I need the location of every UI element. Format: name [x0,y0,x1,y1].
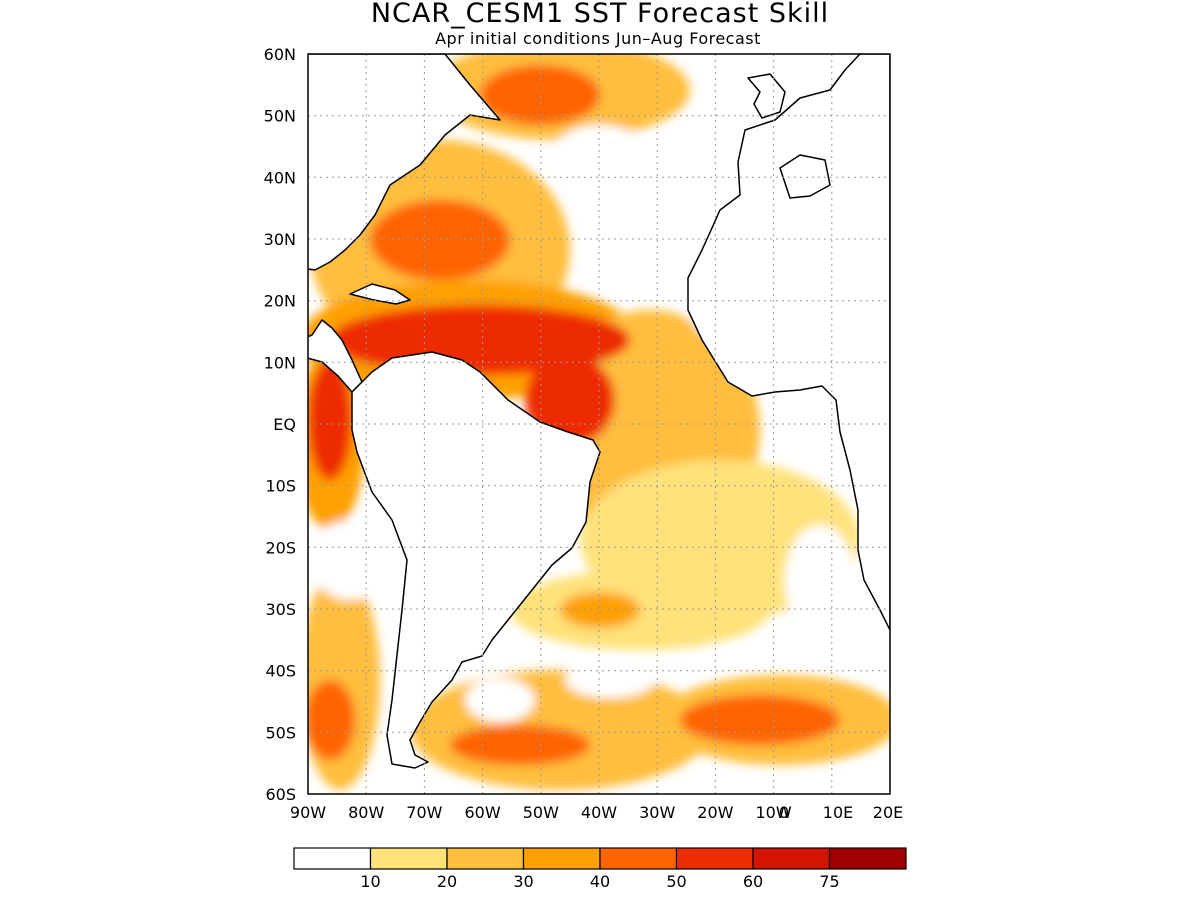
lon-label: 0 [779,803,789,822]
colorbar-bin [522,847,601,870]
lat-label: 60S [265,785,296,804]
map-subtitle: Apr initial conditions Jun–Aug Forecast [435,29,761,48]
colorbar-bin [369,847,448,870]
colorbar-label: 40 [590,872,610,891]
colorbar-bin [675,847,754,870]
cuba [349,283,411,305]
lon-label: 50W [523,803,559,822]
iberia [779,154,831,199]
lat-label: 20N [264,292,296,311]
colorbar-bin [293,847,372,870]
colorbar-label: 75 [819,872,839,891]
colorbar-label: 10 [360,872,380,891]
colorbar-bin [828,847,907,870]
lat-label: EQ [273,415,296,434]
lat-label: 30S [265,600,296,619]
lat-label: 10N [264,353,296,372]
lon-label: 20W [697,803,733,822]
lat-label: 20S [265,538,296,557]
latitude-axis: 60N 50N 40N 30N 20N 10N EQ 10S 20S 30S 4… [264,45,296,804]
grid-lines [308,54,890,794]
lat-label: 40S [265,662,296,681]
lon-label: 30W [639,803,675,822]
lon-label: 40W [581,803,617,822]
colorbar: 10 20 30 40 50 60 75 [293,847,907,891]
map-title: NCAR_CESM1 SST Forecast Skill [371,0,829,29]
lat-label: 50S [265,723,296,742]
colorbar-bin [446,847,525,870]
africa-europe [687,54,890,631]
lon-label: 90W [290,803,326,822]
north-america [308,54,501,271]
lon-label: 10E [823,803,853,822]
british-isles [747,73,786,119]
lat-label: 60N [264,45,296,64]
colorbar-label: 60 [743,872,763,891]
longitude-axis: 90W 80W 70W 60W 50W 40W 30W 20W 10W 0 10… [290,803,903,822]
lat-label: 50N [264,107,296,126]
lon-label: 20E [873,803,903,822]
lon-label: 60W [465,803,501,822]
lat-label: 30N [264,230,296,249]
colorbar-label: 50 [666,872,686,891]
central-america [308,319,363,393]
lon-label: 80W [348,803,384,822]
colorbar-label: 20 [437,872,457,891]
colorbar-label: 30 [513,872,533,891]
lon-label: 70W [406,803,442,822]
map-frame [307,53,891,795]
skill-field [308,54,890,794]
lon-label: 10W [756,803,792,822]
south-america [351,351,601,769]
land-masses [308,54,890,769]
lat-label: 10S [265,477,296,496]
colorbar-bin [599,847,678,870]
colorbar-bin [752,847,831,870]
lat-label: 40N [264,168,296,187]
